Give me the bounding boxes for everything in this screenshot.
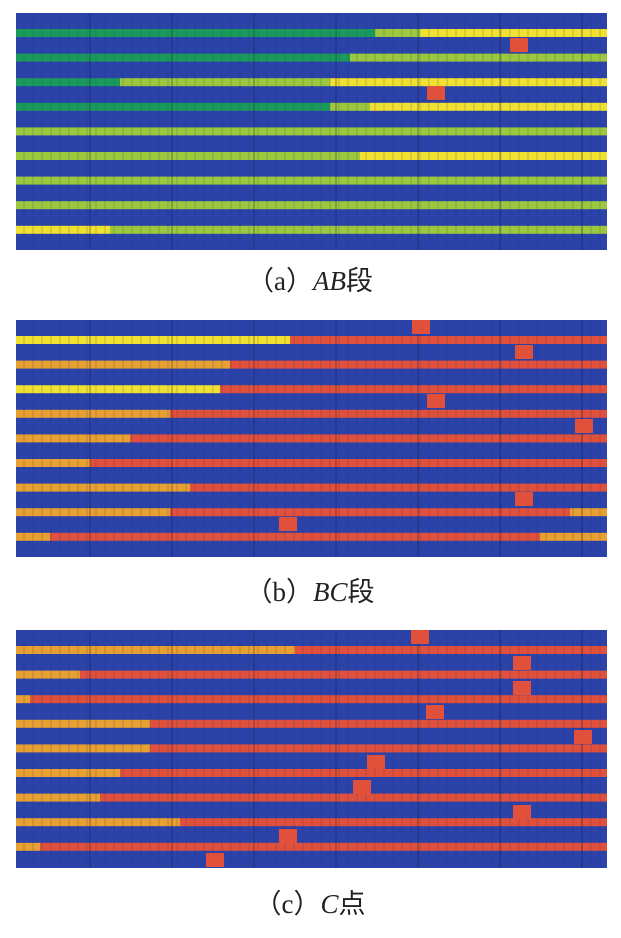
stripe [350, 53, 607, 62]
stripe [330, 78, 607, 87]
stripe [16, 152, 360, 160]
caption-segment: BC [313, 577, 348, 607]
block [510, 38, 528, 52]
stripe [360, 152, 607, 160]
stripe [16, 29, 375, 37]
stripe [16, 127, 607, 136]
block [427, 86, 445, 100]
stripe [570, 508, 607, 517]
stripe [130, 434, 607, 443]
stripe [190, 483, 607, 492]
stripe [16, 646, 295, 654]
stripe [16, 842, 40, 851]
stripe [16, 483, 190, 492]
stripe [330, 102, 370, 111]
block [513, 681, 531, 695]
stripe [170, 409, 607, 418]
block [279, 517, 297, 531]
block [367, 755, 385, 769]
block [206, 853, 224, 867]
stripe [16, 818, 180, 827]
caption: （c）C点 [255, 889, 366, 919]
stripe [16, 769, 120, 777]
stripe [150, 744, 607, 753]
block [515, 345, 533, 359]
stripe [16, 744, 150, 753]
stripe [370, 102, 607, 111]
stripe [90, 459, 607, 467]
stripe [230, 360, 607, 369]
stripe [16, 201, 60, 210]
caption-segment: AB [311, 266, 346, 296]
stripe [420, 29, 607, 37]
stripe [375, 29, 420, 37]
stripe [100, 793, 607, 802]
stripe [16, 225, 110, 234]
block [279, 829, 297, 843]
caption-label: （c） [255, 889, 321, 919]
stripe [16, 695, 30, 704]
stripe [16, 53, 350, 62]
stripe [540, 532, 607, 541]
caption-suffix: 段 [346, 266, 373, 296]
stripe [50, 532, 540, 541]
stripe [16, 532, 50, 541]
block [412, 320, 430, 334]
caption-label: （a） [247, 266, 313, 296]
caption-label: （b） [245, 577, 313, 607]
block [427, 394, 445, 408]
block [353, 780, 371, 794]
stripe [16, 459, 90, 467]
caption: （b）BC段 [245, 577, 374, 607]
caption-suffix: 点 [339, 889, 366, 919]
stripe [60, 201, 607, 210]
block [513, 656, 531, 670]
stripe [16, 385, 220, 394]
stripe [16, 793, 100, 802]
stripe [16, 670, 80, 679]
block [513, 805, 531, 819]
stripe [16, 409, 170, 418]
stripe [16, 434, 130, 443]
stripe [16, 78, 120, 87]
stripe [16, 176, 607, 185]
stripe [110, 225, 607, 234]
stripe [30, 695, 607, 704]
stripe [120, 769, 607, 777]
panels [16, 13, 607, 868]
stripe [16, 360, 230, 369]
stripe [150, 719, 607, 728]
block [426, 705, 444, 719]
stripe [16, 508, 170, 517]
stripe [16, 102, 330, 111]
stripe [290, 336, 607, 344]
stripe [170, 508, 570, 517]
block [575, 419, 593, 433]
stripe [40, 842, 607, 851]
caption-suffix: 段 [348, 577, 375, 607]
stripe [120, 78, 330, 87]
stripe [220, 385, 607, 394]
stripe [16, 336, 290, 344]
stripe [295, 646, 607, 654]
block [574, 730, 592, 744]
stripe [180, 818, 607, 827]
stripe [16, 719, 150, 728]
block [411, 630, 429, 644]
caption: （a）AB段 [247, 266, 373, 296]
block [515, 492, 533, 506]
stripe [80, 670, 607, 679]
caption-segment: C [320, 889, 339, 919]
